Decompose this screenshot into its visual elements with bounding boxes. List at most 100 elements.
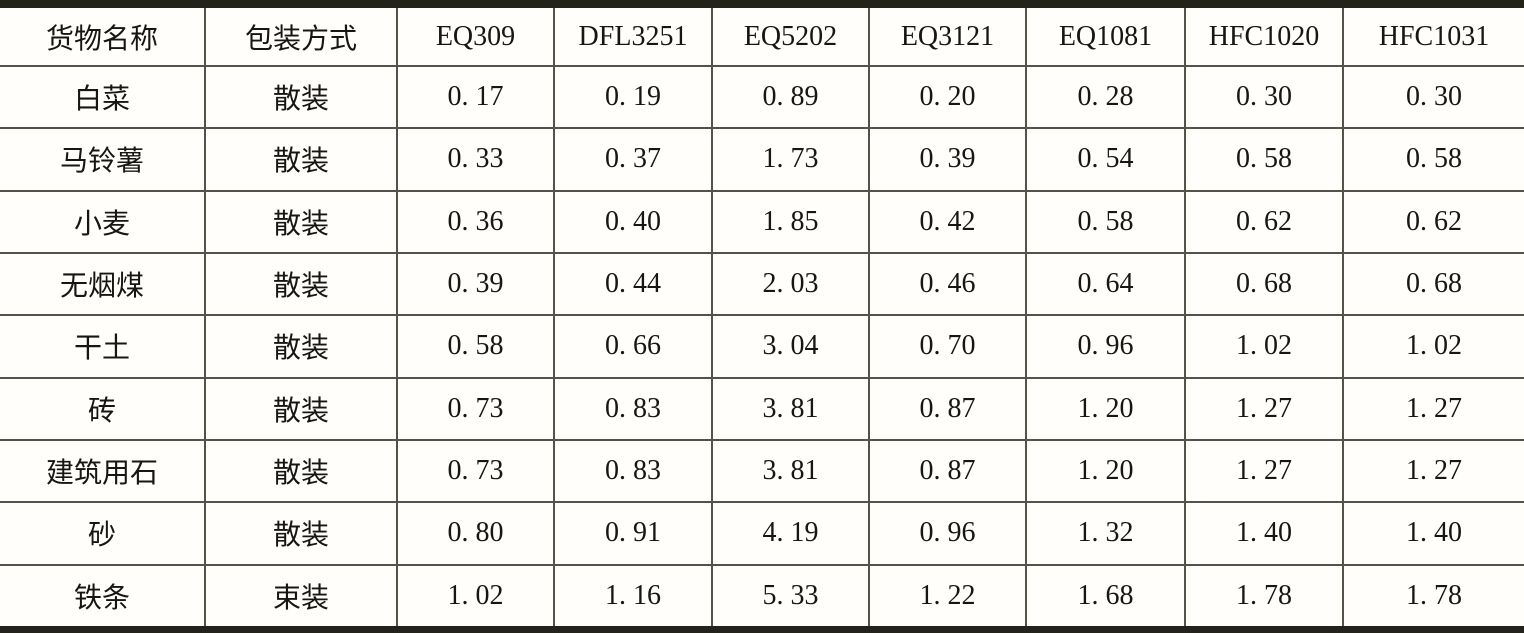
- value-cell: 0. 37: [554, 128, 713, 192]
- value-cell: 1. 16: [554, 564, 713, 630]
- value-cell: 1. 20: [1026, 439, 1186, 504]
- value-cell: 0. 66: [554, 315, 713, 379]
- value-cell: 0. 33: [397, 128, 555, 192]
- table-row: 小麦 散装 0. 36 0. 40 1. 85 0. 42 0. 58 0. 62 0. 62: [0, 190, 1524, 254]
- value-cell: 0. 62: [1343, 190, 1524, 254]
- packing-method-cell: 散装: [205, 190, 398, 254]
- table-row: 建筑用石 散装 0. 73 0. 83 3. 81 0. 87 1. 20 1. 27 1. 2…: [0, 439, 1524, 504]
- packing-method-cell: 散装: [205, 315, 398, 379]
- cargo-name-cell: 干土: [0, 315, 206, 379]
- value-cell: 0. 30: [1343, 66, 1524, 130]
- value-cell: 0. 62: [1185, 190, 1344, 254]
- value-cell: 0. 17: [397, 66, 555, 130]
- value-cell: 1. 73: [712, 128, 870, 192]
- value-cell: 0. 68: [1185, 252, 1344, 317]
- cargo-name-cell: 马铃薯: [0, 128, 206, 192]
- value-cell: 0. 28: [1026, 66, 1186, 130]
- value-cell: 0. 73: [397, 439, 555, 504]
- value-cell: 5. 33: [712, 564, 870, 630]
- cargo-name-cell: 小麦: [0, 190, 206, 254]
- value-cell: 0. 68: [1343, 252, 1524, 317]
- value-cell: 0. 58: [1026, 190, 1186, 254]
- value-cell: 1. 02: [1343, 315, 1524, 379]
- table-row: 白菜 散装 0. 17 0. 19 0. 89 0. 20 0. 28 0. 30 0. 30: [0, 66, 1524, 130]
- value-cell: 3. 81: [712, 439, 870, 504]
- value-cell: 1. 68: [1026, 564, 1186, 630]
- cargo-name-cell: 无烟煤: [0, 252, 206, 317]
- packing-method-cell: 散装: [205, 502, 398, 566]
- value-cell: 0. 42: [869, 190, 1027, 254]
- value-cell: 2. 03: [712, 252, 870, 317]
- value-cell: 0. 96: [869, 502, 1027, 566]
- value-cell: 3. 04: [712, 315, 870, 379]
- column-header: 货物名称: [0, 4, 206, 67]
- packing-method-cell: 散装: [205, 439, 398, 504]
- column-header: EQ5202: [712, 4, 870, 67]
- value-cell: 0. 58: [397, 315, 555, 379]
- table-row: 干土 散装 0. 58 0. 66 3. 04 0. 70 0. 96 1. 02 1. 02: [0, 315, 1524, 379]
- packing-method-cell: 散装: [205, 252, 398, 317]
- column-header: HFC1031: [1343, 4, 1524, 67]
- packing-method-cell: 束装: [205, 564, 398, 630]
- cargo-name-cell: 砖: [0, 377, 206, 441]
- column-header: DFL3251: [554, 4, 713, 67]
- value-cell: 1. 20: [1026, 377, 1186, 441]
- table-row: 马铃薯 散装 0. 33 0. 37 1. 73 0. 39 0. 54 0. 58 0. 58: [0, 128, 1524, 192]
- table-row: 无烟煤 散装 0. 39 0. 44 2. 03 0. 46 0. 64 0. 68 0. 68: [0, 252, 1524, 317]
- header-row: 货物名称 包装方式 EQ309 DFL3251 EQ5202 EQ3121 EQ1081 HF…: [0, 4, 1524, 67]
- table-row: 铁条 束装 1. 02 1. 16 5. 33 1. 22 1. 68 1. 78 1. 78: [0, 564, 1524, 630]
- value-cell: 1. 78: [1185, 564, 1344, 630]
- value-cell: 0. 36: [397, 190, 555, 254]
- value-cell: 1. 32: [1026, 502, 1186, 566]
- packing-method-cell: 散装: [205, 128, 398, 192]
- packing-method-cell: 散装: [205, 66, 398, 130]
- cargo-name-cell: 铁条: [0, 564, 206, 630]
- cargo-name-cell: 建筑用石: [0, 439, 206, 504]
- value-cell: 0. 20: [869, 66, 1027, 130]
- cargo-name-cell: 砂: [0, 502, 206, 566]
- value-cell: 0. 46: [869, 252, 1027, 317]
- value-cell: 0. 70: [869, 315, 1027, 379]
- value-cell: 1. 22: [869, 564, 1027, 630]
- value-cell: 1. 02: [397, 564, 555, 630]
- value-cell: 0. 58: [1185, 128, 1344, 192]
- value-cell: 0. 30: [1185, 66, 1344, 130]
- value-cell: 0. 44: [554, 252, 713, 317]
- column-header: EQ309: [397, 4, 555, 67]
- column-header: EQ3121: [869, 4, 1027, 67]
- value-cell: 0. 19: [554, 66, 713, 130]
- value-cell: 0. 91: [554, 502, 713, 566]
- value-cell: 0. 80: [397, 502, 555, 566]
- value-cell: 0. 54: [1026, 128, 1186, 192]
- value-cell: 1. 27: [1343, 377, 1524, 441]
- value-cell: 4. 19: [712, 502, 870, 566]
- table-body: 白菜 散装 0. 17 0. 19 0. 89 0. 20 0. 28 0. 30 0. 30 马…: [0, 66, 1524, 630]
- value-cell: 0. 87: [869, 377, 1027, 441]
- column-header: HFC1020: [1185, 4, 1344, 67]
- value-cell: 3. 81: [712, 377, 870, 441]
- value-cell: 1. 27: [1343, 439, 1524, 504]
- value-cell: 0. 96: [1026, 315, 1186, 379]
- column-header: 包装方式: [205, 4, 398, 67]
- value-cell: 0. 39: [869, 128, 1027, 192]
- value-cell: 0. 89: [712, 66, 870, 130]
- value-cell: 0. 83: [554, 439, 713, 504]
- table-row: 砖散装 0. 73 0. 83 3. 81 0. 87 1. 20 1. 27 1. 27: [0, 377, 1524, 441]
- value-cell: 1. 02: [1185, 315, 1344, 379]
- value-cell: 1. 78: [1406, 579, 1462, 611]
- value-cell: 0. 39: [397, 252, 555, 317]
- value-cell: 0. 64: [1026, 252, 1186, 317]
- value-cell: 0. 83: [554, 377, 713, 441]
- cargo-name-cell: 白菜: [0, 66, 206, 130]
- column-header: EQ1081: [1026, 4, 1186, 67]
- value-cell: 1. 40: [1185, 502, 1344, 566]
- value-cell: 0. 73: [397, 377, 555, 441]
- value-cell: 1. 85: [712, 190, 870, 254]
- table-row: 砂散装 0. 80 0. 91 4. 19 0. 96 1. 32 1. 40 1. 40: [0, 502, 1524, 566]
- value-cell: 0. 87: [869, 439, 1027, 504]
- value-cell: 1. 27: [1185, 377, 1344, 441]
- value-cell: 0. 40: [554, 190, 713, 254]
- value-cell: 1. 40: [1343, 502, 1524, 566]
- value-cell: 1. 27: [1185, 439, 1344, 504]
